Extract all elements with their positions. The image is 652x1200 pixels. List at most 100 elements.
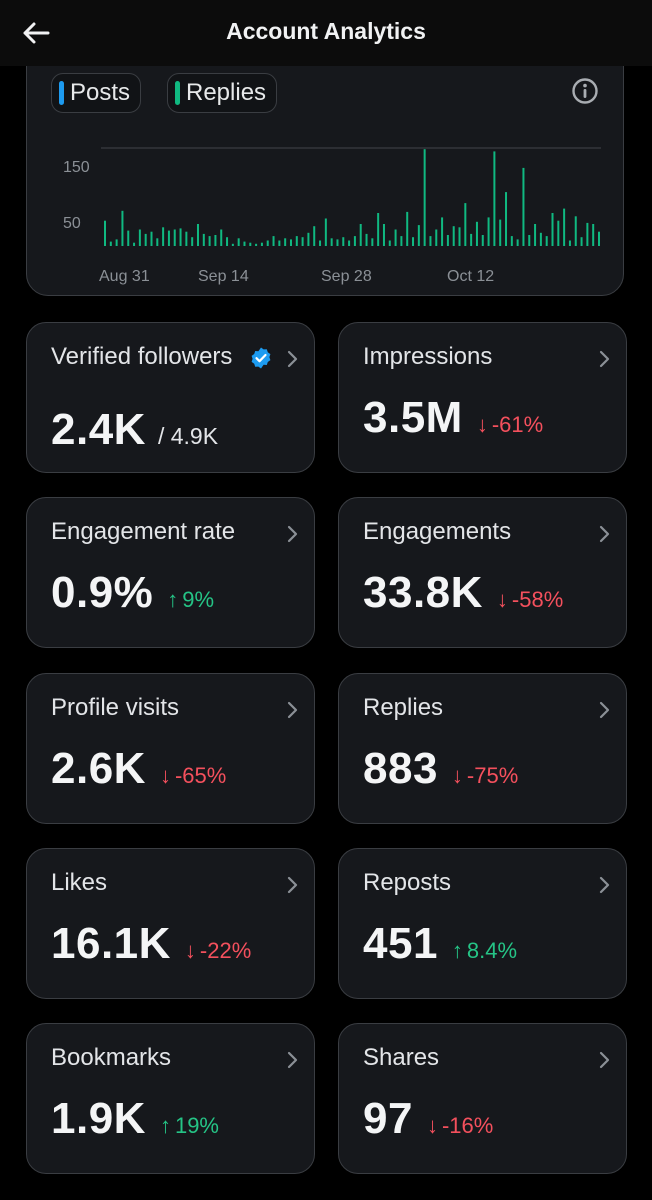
chart-bar (493, 151, 496, 246)
chart-bar (528, 235, 531, 246)
metric-label: Impressions (363, 343, 493, 370)
page-title: Account Analytics (226, 18, 426, 44)
chart-bar (295, 236, 298, 246)
metric-card-bookmarks[interactable]: Bookmarks 1.9K ↑ 19% (26, 1023, 315, 1174)
chart-bar (144, 233, 147, 246)
chart-bar (330, 238, 333, 246)
arrow-down-icon: ↓ (476, 412, 488, 437)
chart-card: 150 50 Aug 31 Sep 14 Sep 28 Oct 12 Posts Repl… (26, 40, 624, 296)
chart-bar (435, 229, 438, 246)
chart-bar (417, 225, 420, 246)
chart-bar (208, 236, 211, 246)
metric-change-value: -61% (491, 412, 544, 437)
metric-card-replies[interactable]: Replies 883 ↓ -75% (338, 673, 627, 824)
chart-bar (289, 239, 292, 246)
metric-label: Profile visits (51, 694, 180, 721)
chart-bar (534, 224, 537, 246)
metric-label: Shares (363, 1044, 440, 1071)
chart-bar (191, 237, 194, 246)
metric-label: Engagement rate (51, 518, 236, 545)
metric-change-value: -16% (441, 1113, 494, 1138)
chart-bar (563, 208, 566, 246)
metric-value: 451 (363, 919, 438, 968)
chevron-right-icon (287, 350, 298, 368)
metric-card-profile-visits[interactable]: Profile visits 2.6K ↓ -65% (26, 673, 315, 824)
posts-swatch (59, 81, 64, 105)
chart-bar (127, 230, 130, 246)
chart-bar (115, 239, 118, 246)
y-tick-label: 50 (63, 215, 81, 232)
metric-card-reposts[interactable]: Reposts 451 ↑ 8.4% (338, 848, 627, 999)
chart-bar (133, 242, 136, 246)
chart-bar (412, 237, 415, 246)
metric-card-verified-followers[interactable]: Verified followers 2.4K / 4.9K (26, 322, 315, 473)
chart-bar (452, 226, 455, 246)
chevron-right-icon (599, 701, 610, 719)
chart-bar (324, 218, 327, 246)
metric-value: 2.4K (51, 405, 146, 454)
arrow-up-icon: ↑ (451, 938, 463, 963)
metric-label: Verified followers (51, 343, 233, 370)
chevron-right-icon (287, 525, 298, 543)
legend-replies-toggle[interactable]: Replies (167, 73, 278, 113)
x-tick-label: Oct 12 (447, 268, 494, 285)
chart-bar (505, 192, 508, 246)
chart-bar (336, 239, 339, 246)
back-button[interactable] (18, 18, 54, 48)
metric-value-row: 0.9% ↑ 9% (51, 568, 214, 618)
chart-bar (313, 226, 316, 246)
chart-bar (260, 242, 263, 246)
metric-value: 3.5M (363, 393, 463, 442)
y-tick-label: 150 (63, 159, 90, 176)
x-tick-label: Aug 31 (99, 268, 150, 285)
metric-value: 883 (363, 744, 438, 793)
metric-card-shares[interactable]: Shares 97 ↓ -16% (338, 1023, 627, 1174)
chart-bar (162, 227, 165, 246)
legend-posts-toggle[interactable]: Posts (51, 73, 142, 113)
metric-card-impressions[interactable]: Impressions 3.5M ↓ -61% (338, 322, 627, 473)
chart-bar (429, 236, 432, 246)
chevron-right-icon (287, 1051, 298, 1069)
chart-bar (382, 224, 385, 246)
metric-value-row: 1.9K ↑ 19% (51, 1094, 219, 1144)
chart-bar (406, 211, 409, 246)
metric-change-value: -58% (511, 587, 564, 612)
chart-bar (104, 220, 106, 246)
metric-card-engagements[interactable]: Engagements 33.8K ↓ -58% (338, 497, 627, 648)
arrow-up-icon: ↑ (159, 1113, 171, 1138)
chart-bar (353, 236, 356, 246)
chart-bar (551, 213, 554, 246)
metric-change: ↓ -16% (427, 1113, 493, 1139)
metric-value: 1.9K (51, 1094, 146, 1143)
chart-bar (388, 240, 391, 246)
chart-bar (255, 243, 258, 246)
chevron-right-icon (599, 876, 610, 894)
chart-bar (185, 231, 188, 246)
chart-bar (423, 149, 426, 246)
metric-card-likes[interactable]: Likes 16.1K ↓ -22% (26, 848, 315, 999)
chart-bar (574, 216, 577, 246)
metric-value-row: 2.6K ↓ -65% (51, 744, 226, 794)
chart-bar (220, 229, 223, 246)
chart-bar (598, 231, 600, 246)
chevron-right-icon (287, 701, 298, 719)
arrow-down-icon: ↓ (184, 938, 196, 963)
chart-bar (173, 229, 176, 246)
metric-value-row: 2.4K / 4.9K (51, 405, 218, 455)
arrow-down-icon: ↓ (426, 1113, 438, 1138)
chart-bar (516, 239, 519, 246)
chart-bar (359, 224, 362, 246)
x-tick-label: Sep 14 (198, 268, 249, 285)
chart-bar (307, 232, 310, 246)
metric-card-engagement-rate[interactable]: Engagement rate 0.9% ↑ 9% (26, 497, 315, 648)
arrow-down-icon: ↓ (451, 763, 463, 788)
chart-bar (284, 238, 287, 246)
info-icon[interactable] (571, 77, 599, 105)
chart-bar (545, 236, 548, 246)
chart-bar (487, 217, 490, 246)
chart-bar (499, 219, 502, 246)
chart-bar (138, 229, 141, 246)
arrow-up-icon: ↑ (167, 587, 179, 612)
metric-value-row: 16.1K ↓ -22% (51, 919, 251, 969)
chart-bar (371, 238, 374, 246)
